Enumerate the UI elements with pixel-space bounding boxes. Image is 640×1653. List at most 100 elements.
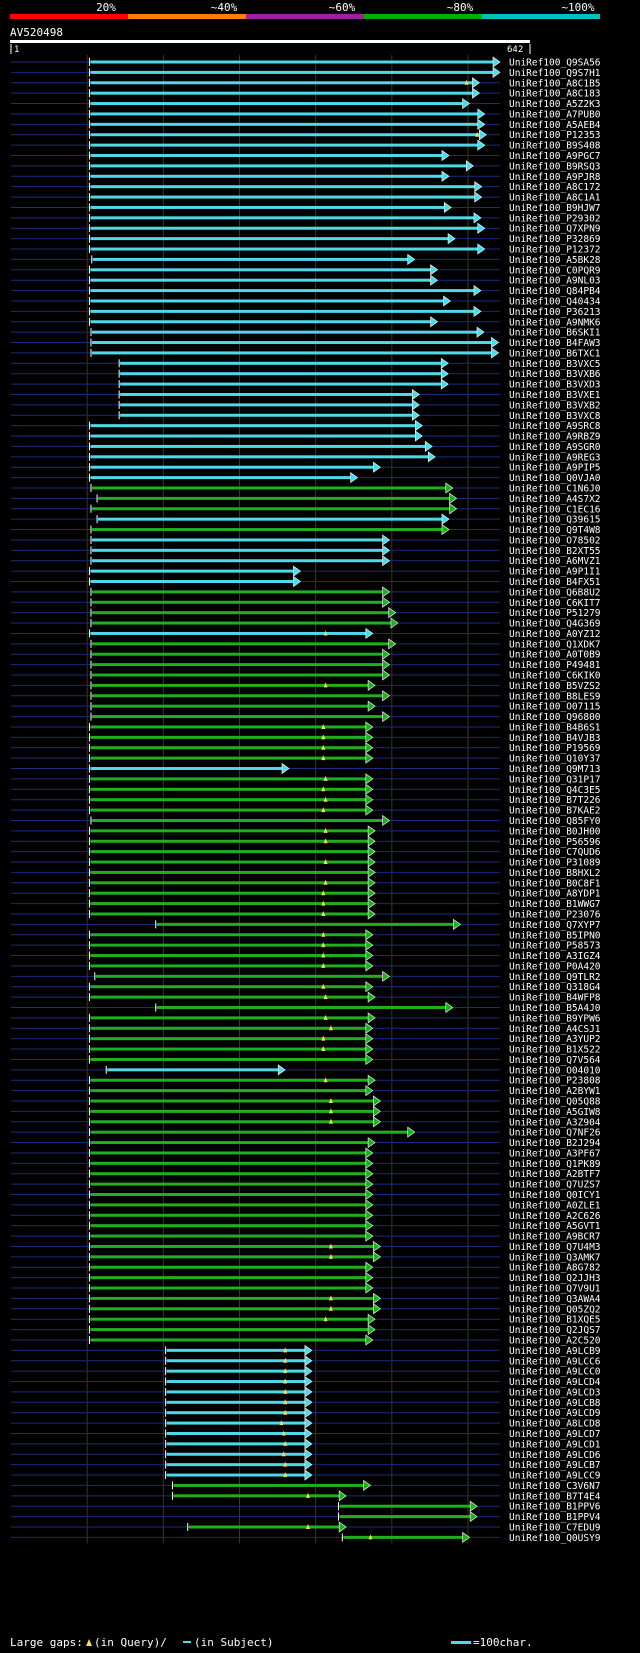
- hit-row[interactable]: UniRef100_Q9TLR2: [11, 970, 601, 983]
- hit-row[interactable]: UniRef100_Q2JQS7: [11, 1323, 601, 1337]
- hit-row[interactable]: UniRef100_A0YZ12: [11, 627, 601, 640]
- hit-bar[interactable]: [90, 476, 352, 480]
- hit-id-link[interactable]: UniRef100_A8C1A1: [509, 193, 601, 204]
- hit-bar[interactable]: [90, 1099, 375, 1103]
- hit-bar[interactable]: [90, 112, 479, 116]
- hit-bar[interactable]: [166, 1473, 306, 1477]
- hit-id-link[interactable]: UniRef100_P31089: [509, 858, 601, 869]
- hit-id-link[interactable]: UniRef100_A8C1B5: [509, 78, 601, 89]
- hit-row[interactable]: UniRef100_P0A420: [11, 960, 601, 973]
- hit-row[interactable]: UniRef100_Q7XPN9: [11, 222, 601, 235]
- hit-id-link[interactable]: UniRef100_Q96800: [509, 712, 601, 723]
- hit-bar[interactable]: [90, 205, 446, 209]
- hit-row[interactable]: UniRef100_A0T0B9: [11, 648, 601, 661]
- hit-row[interactable]: UniRef100_Q39615: [11, 513, 601, 526]
- hit-bar[interactable]: [90, 1037, 367, 1041]
- hit-row[interactable]: UniRef100_A9LCB7: [11, 1459, 601, 1472]
- hit-row[interactable]: UniRef100_Q85FY0: [11, 814, 601, 827]
- hit-id-link[interactable]: UniRef100_B8HXL2: [509, 868, 601, 879]
- hit-bar[interactable]: [91, 600, 384, 604]
- hit-row[interactable]: UniRef100_B1PPV4: [11, 1511, 601, 1524]
- hit-id-link[interactable]: UniRef100_A9REG3: [509, 452, 601, 463]
- hit-id-link[interactable]: UniRef100_A9LCD9: [509, 1408, 601, 1419]
- hit-bar[interactable]: [90, 985, 367, 989]
- hit-bar[interactable]: [91, 621, 392, 625]
- hit-bar[interactable]: [166, 1442, 306, 1446]
- hit-bar[interactable]: [156, 1005, 447, 1009]
- hit-id-link[interactable]: UniRef100_B1X522: [509, 1045, 601, 1056]
- hit-id-link[interactable]: UniRef100_A4CSJ1: [509, 1024, 601, 1035]
- hit-row[interactable]: UniRef100_C7QUD6: [11, 846, 601, 859]
- hit-row[interactable]: UniRef100_B1WWG7: [11, 898, 601, 911]
- hit-row[interactable]: UniRef100_Q7NF26: [11, 1126, 601, 1139]
- hit-bar[interactable]: [90, 850, 370, 854]
- hit-id-link[interactable]: UniRef100_Q05ZQ2: [509, 1304, 601, 1315]
- hit-bar[interactable]: [107, 1068, 280, 1072]
- hit-id-link[interactable]: UniRef100_P36213: [509, 307, 601, 318]
- hit-id-link[interactable]: UniRef100_A8LCD8: [509, 1419, 601, 1430]
- hit-id-link[interactable]: UniRef100_A4S7X2: [509, 494, 601, 505]
- hit-id-link[interactable]: UniRef100_A9LCB8: [509, 1398, 601, 1409]
- hit-bar[interactable]: [90, 1224, 367, 1228]
- hit-bar[interactable]: [90, 174, 443, 178]
- hit-row[interactable]: UniRef100_A8G782: [11, 1261, 601, 1274]
- hit-row[interactable]: UniRef100_A8C172: [11, 181, 601, 194]
- hit-bar[interactable]: [90, 1286, 367, 1290]
- hit-bar[interactable]: [90, 133, 481, 137]
- hit-bar[interactable]: [95, 974, 384, 978]
- hit-id-link[interactable]: UniRef100_A9LCD3: [509, 1387, 601, 1398]
- hit-row[interactable]: UniRef100_A5GIW8: [11, 1105, 601, 1118]
- hit-id-link[interactable]: UniRef100_A6MVZ1: [509, 556, 601, 567]
- hit-id-link[interactable]: UniRef100_Q9TLR2: [509, 972, 601, 983]
- hit-row[interactable]: UniRef100_Q7UZS7: [11, 1178, 601, 1191]
- hit-id-link[interactable]: UniRef100_C1N6J0: [509, 483, 601, 494]
- hit-id-link[interactable]: UniRef100_B3VXD3: [509, 380, 601, 391]
- hit-id-link[interactable]: UniRef100_A9LCC9: [509, 1471, 601, 1482]
- hit-id-link[interactable]: UniRef100_B9S408: [509, 141, 601, 152]
- hit-bar[interactable]: [90, 735, 367, 739]
- hit-id-link[interactable]: UniRef100_Q10Y37: [509, 754, 601, 765]
- hit-id-link[interactable]: UniRef100_A0YZ12: [509, 629, 601, 640]
- hit-row[interactable]: UniRef100_A2BYW1: [11, 1085, 601, 1098]
- hit-row[interactable]: UniRef100_B3VXB2: [11, 399, 601, 412]
- hit-bar[interactable]: [120, 403, 414, 407]
- hit-bar[interactable]: [166, 1431, 306, 1435]
- hit-id-link[interactable]: UniRef100_O78502: [509, 535, 601, 546]
- hit-row[interactable]: UniRef100_Q318G4: [11, 981, 601, 994]
- hit-row[interactable]: UniRef100_P31089: [11, 856, 601, 869]
- hit-row[interactable]: UniRef100_C6KIT7: [11, 596, 601, 609]
- hit-row[interactable]: UniRef100_A0ZLE1: [11, 1199, 601, 1212]
- hit-row[interactable]: UniRef100_A2C520: [11, 1334, 601, 1347]
- hit-id-link[interactable]: UniRef100_B2J294: [509, 1138, 601, 1149]
- hit-id-link[interactable]: UniRef100_Q7U4M3: [509, 1242, 601, 1253]
- hit-id-link[interactable]: UniRef100_B1WWG7: [509, 899, 601, 910]
- hit-bar[interactable]: [120, 382, 443, 386]
- hit-bar[interactable]: [90, 1244, 375, 1248]
- hit-row[interactable]: UniRef100_A4CSJ1: [11, 1022, 601, 1035]
- hit-row[interactable]: UniRef100_B1X522: [11, 1043, 601, 1056]
- hit-bar[interactable]: [90, 725, 367, 729]
- hit-row[interactable]: UniRef100_Q05Q88: [11, 1095, 601, 1108]
- hit-row[interactable]: UniRef100_B7KAE2: [11, 804, 601, 817]
- hit-id-link[interactable]: UniRef100_B5VZS2: [509, 681, 601, 692]
- hit-id-link[interactable]: UniRef100_A9LCC6: [509, 1356, 601, 1367]
- hit-bar[interactable]: [90, 216, 475, 220]
- hit-id-link[interactable]: UniRef100_B7T4E4: [509, 1491, 601, 1502]
- hit-id-link[interactable]: UniRef100_Q2JJH3: [509, 1273, 601, 1284]
- hit-bar[interactable]: [92, 257, 409, 261]
- hit-bar[interactable]: [90, 1057, 367, 1061]
- hit-row[interactable]: UniRef100_Q7V9U1: [11, 1282, 601, 1295]
- hit-id-link[interactable]: UniRef100_Q7XPN9: [509, 224, 601, 235]
- hit-bar[interactable]: [90, 1182, 367, 1186]
- hit-bar[interactable]: [90, 154, 443, 158]
- hit-row[interactable]: UniRef100_P49481: [11, 659, 601, 672]
- hit-id-link[interactable]: UniRef100_Q3AWA4: [509, 1294, 601, 1305]
- hit-bar[interactable]: [90, 268, 432, 272]
- hit-bar[interactable]: [90, 81, 474, 85]
- hit-row[interactable]: UniRef100_A9LCC0: [11, 1365, 601, 1378]
- hit-id-link[interactable]: UniRef100_Q2JQS7: [509, 1325, 601, 1336]
- hit-id-link[interactable]: UniRef100_Q9SA56: [509, 58, 601, 69]
- hit-row[interactable]: UniRef100_B7T226: [11, 794, 601, 807]
- hit-row[interactable]: UniRef100_A9LCC6: [11, 1355, 601, 1368]
- hit-id-link[interactable]: UniRef100_A9RBZ9: [509, 432, 601, 443]
